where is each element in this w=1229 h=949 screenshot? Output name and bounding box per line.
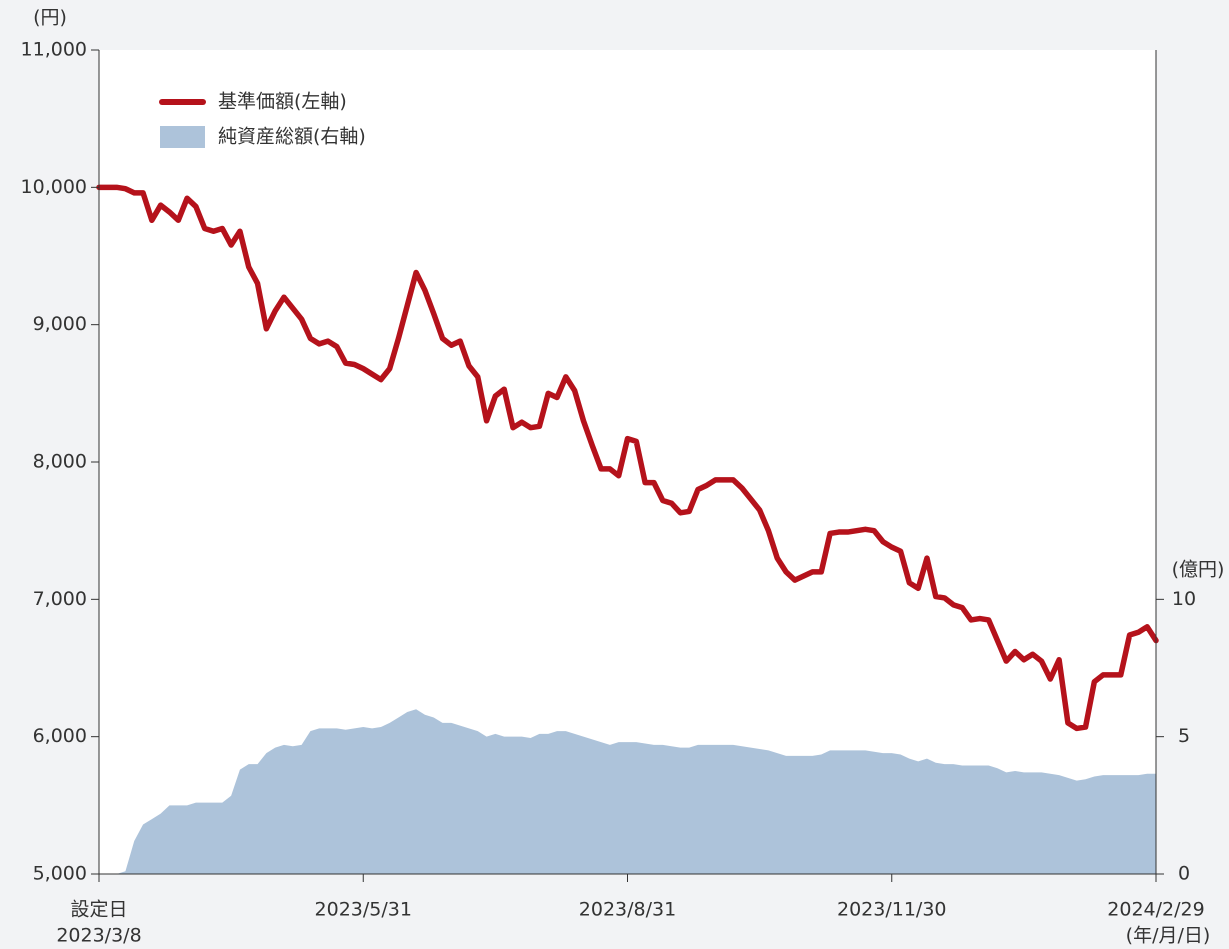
y-tick-label: 8,000 [33, 451, 87, 473]
y-tick-label: 11,000 [21, 39, 87, 61]
y2-tick-label: 5 [1178, 725, 1190, 747]
start-label: 設定日 [70, 899, 127, 921]
x-tick-label: 2023/8/31 [579, 899, 676, 921]
x-tick-label: 2023/3/8 [56, 925, 141, 947]
y-tick-label: 6,000 [33, 725, 87, 747]
y2-unit: (億円) [1172, 559, 1225, 581]
y-tick-label: 5,000 [33, 863, 87, 885]
y-tick-label: 9,000 [33, 313, 87, 335]
y-unit: (円) [33, 7, 67, 29]
plot-area [99, 50, 1156, 874]
y2-tick-label: 0 [1178, 863, 1190, 885]
area [99, 709, 1156, 874]
line [96, 184, 1159, 732]
x-unit: (年/月/日) [1126, 925, 1211, 947]
x-tick-label: 2023/5/31 [315, 899, 412, 921]
y-tick-label: 7,000 [33, 588, 87, 610]
legend-swatch [160, 126, 205, 148]
legend-label: 純資産総額(右軸) [218, 126, 366, 148]
x-tick-label: 2023/11/30 [837, 899, 947, 921]
x-tick-label: 2024/2/29 [1107, 899, 1204, 921]
legend-label: 基準価額(左軸) [218, 91, 347, 113]
y-tick-label: 10,000 [21, 176, 87, 198]
y2-tick-label: 10 [1172, 588, 1196, 610]
